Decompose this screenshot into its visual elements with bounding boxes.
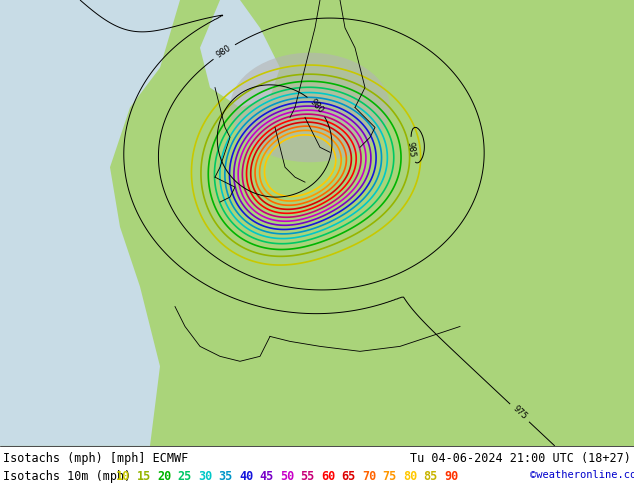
Text: 70: 70 <box>362 470 376 483</box>
Text: 20: 20 <box>157 470 171 483</box>
Text: 985: 985 <box>406 141 417 158</box>
Text: 90: 90 <box>444 470 458 483</box>
Text: Isotachs 10m (mph): Isotachs 10m (mph) <box>3 470 131 483</box>
Text: 85: 85 <box>424 470 437 483</box>
Text: 15: 15 <box>136 470 151 483</box>
Text: 25: 25 <box>178 470 191 483</box>
Text: 980: 980 <box>308 97 326 115</box>
Text: Tu 04-06-2024 21:00 UTC (18+27): Tu 04-06-2024 21:00 UTC (18+27) <box>410 452 631 465</box>
Text: 35: 35 <box>219 470 233 483</box>
Text: 80: 80 <box>403 470 417 483</box>
Polygon shape <box>0 0 180 446</box>
Ellipse shape <box>230 53 390 162</box>
Text: 10: 10 <box>116 470 130 483</box>
Text: 75: 75 <box>382 470 397 483</box>
Text: 40: 40 <box>239 470 253 483</box>
Polygon shape <box>200 0 280 107</box>
Text: 980: 980 <box>215 44 233 60</box>
Text: 975: 975 <box>511 404 529 421</box>
Text: 55: 55 <box>301 470 314 483</box>
Text: Isotachs (mph) [mph] ECMWF: Isotachs (mph) [mph] ECMWF <box>3 452 188 465</box>
Text: 45: 45 <box>259 470 274 483</box>
Text: 60: 60 <box>321 470 335 483</box>
Text: 30: 30 <box>198 470 212 483</box>
Text: 50: 50 <box>280 470 294 483</box>
Text: 65: 65 <box>342 470 356 483</box>
Text: ©weatheronline.co.uk: ©weatheronline.co.uk <box>530 470 634 480</box>
